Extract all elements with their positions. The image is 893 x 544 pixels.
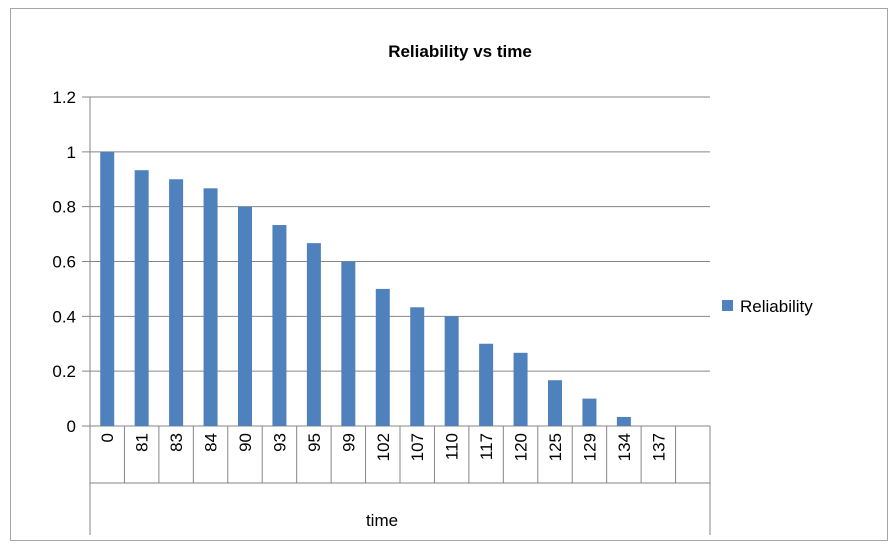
y-tick-label: 0	[67, 417, 76, 436]
chart-title: Reliability vs time	[388, 42, 532, 61]
x-tick-label: 95	[305, 433, 324, 452]
gridlines	[82, 96, 710, 427]
y-tick-label: 0.4	[52, 307, 76, 326]
x-tick-label: 93	[270, 433, 289, 452]
bar[interactable]	[272, 225, 287, 426]
x-tick-label: 83	[167, 433, 186, 452]
x-tick-label: 84	[202, 433, 221, 452]
y-tick-label: 0.8	[52, 198, 76, 217]
x-tick-label: 125	[546, 433, 565, 461]
bar[interactable]	[375, 288, 390, 426]
x-tick-label: 120	[512, 433, 531, 461]
x-tick-label: 0	[98, 433, 117, 442]
x-tick-label: 81	[133, 433, 152, 452]
legend-swatch	[722, 300, 733, 311]
y-tick-label: 1	[67, 143, 76, 162]
x-tick-label: 99	[339, 433, 358, 452]
y-axis-ticks: 0 0.2 0.4 0.6 0.8 1 1.2	[52, 88, 76, 436]
x-tick-label: 129	[580, 433, 599, 461]
bar[interactable]	[100, 151, 115, 427]
bar[interactable]	[548, 380, 562, 426]
bar[interactable]	[238, 206, 252, 426]
x-tick-label: 90	[236, 433, 255, 452]
x-tick-label: 137	[649, 433, 668, 461]
legend-label-reliability: Reliability	[740, 297, 813, 316]
bar[interactable]	[582, 398, 597, 426]
y-tick-label: 1.2	[52, 88, 76, 107]
bar[interactable]	[479, 343, 494, 426]
x-tick-label: 102	[374, 433, 393, 461]
bar[interactable]	[134, 170, 149, 426]
bar[interactable]	[203, 188, 218, 426]
legend[interactable]: Reliability	[722, 297, 813, 316]
bar[interactable]	[444, 316, 459, 426]
x-axis-title: time	[366, 511, 398, 530]
bars	[100, 151, 631, 427]
bar[interactable]	[616, 416, 631, 426]
bar[interactable]	[306, 243, 321, 426]
bar[interactable]	[513, 352, 528, 426]
x-tick-label: 117	[477, 433, 496, 460]
bar[interactable]	[169, 179, 184, 426]
x-axis-ticks: 0 81 83 84 90 93 95 99 102 107 110 117 120 125 129 134 1…	[89, 426, 711, 535]
bar[interactable]	[341, 261, 356, 427]
x-tick-label: 110	[443, 433, 462, 460]
y-tick-label: 0.6	[52, 253, 76, 272]
x-tick-label: 134	[615, 433, 634, 461]
y-tick-label: 0.2	[52, 362, 76, 381]
bar[interactable]	[410, 307, 425, 426]
x-tick-label: 107	[408, 433, 427, 461]
